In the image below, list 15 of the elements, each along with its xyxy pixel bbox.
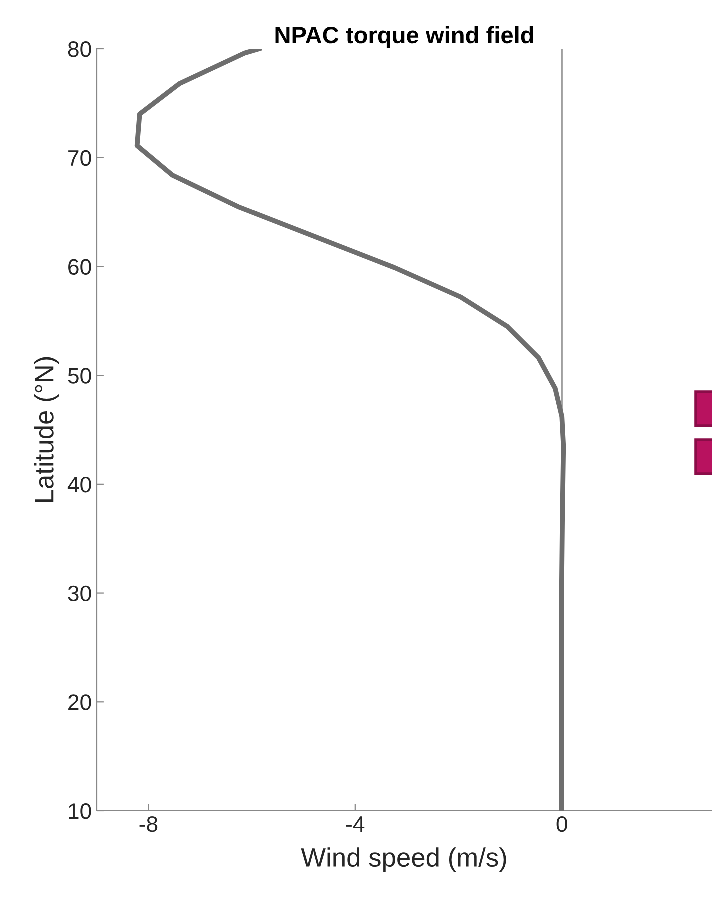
y-tick-label: 20 (68, 694, 92, 710)
line-series (134, 49, 566, 811)
y-tick-label: 40 (68, 476, 92, 493)
x-tick-label: 0 (556, 816, 568, 832)
x-tick-label: -4 (346, 816, 365, 832)
y-tick-label: 60 (68, 259, 92, 275)
y-tick-label: 70 (68, 150, 92, 166)
y-axis-title: Latitude (°N) (34, 357, 60, 502)
x-axis-title: Wind speed (m/s) (301, 848, 506, 872)
chart-title: NPAC torque wind field (276, 26, 534, 48)
y-tick-label: 10 (69, 804, 92, 820)
y-tick-label: 50 (68, 368, 92, 384)
x-tick-label: -8 (140, 816, 158, 832)
y-tick-label: 80 (68, 42, 92, 58)
y-tick-label: 30 (68, 586, 92, 602)
